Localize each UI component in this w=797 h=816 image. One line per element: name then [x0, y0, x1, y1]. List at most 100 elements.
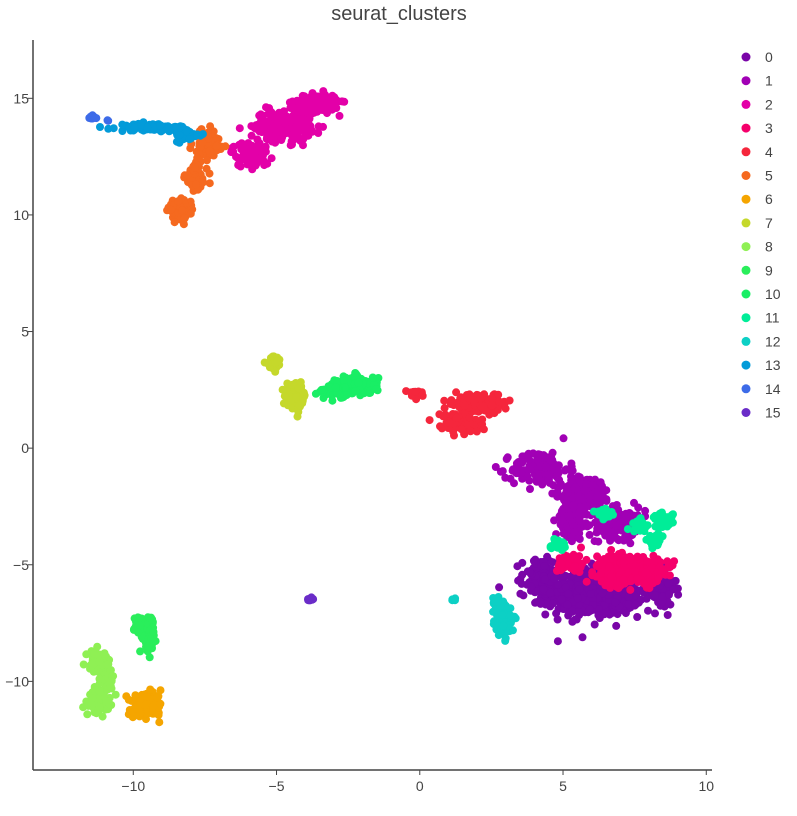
legend-item-15[interactable]: 15 [741, 405, 781, 421]
legend-item-5[interactable]: 5 [741, 168, 774, 184]
point-cluster-5 [178, 206, 187, 215]
point-cluster-1 [559, 434, 568, 443]
point-cluster-8 [108, 672, 117, 681]
point-cluster-13 [198, 130, 207, 139]
point-cluster-6 [124, 695, 133, 704]
legend-marker [741, 99, 751, 109]
point-cluster-3 [572, 554, 581, 563]
point-cluster-13 [156, 121, 165, 130]
point-cluster-11 [655, 536, 664, 545]
legend-label: 9 [765, 262, 773, 278]
point-cluster-1 [594, 487, 603, 496]
point-cluster-6 [131, 691, 140, 700]
y-tick-label: 10 [13, 207, 29, 223]
legend-item-7[interactable]: 7 [741, 215, 774, 231]
legend-item-2[interactable]: 2 [741, 96, 774, 112]
point-cluster-0 [541, 575, 549, 584]
point-cluster-1 [525, 476, 534, 485]
point-cluster-7 [271, 367, 280, 376]
legend-item-11[interactable]: 11 [741, 310, 780, 326]
point-cluster-4 [452, 388, 461, 397]
point-cluster-5 [170, 218, 179, 227]
point-cluster-2 [257, 154, 265, 162]
point-cluster-2 [335, 111, 344, 120]
point-cluster-13 [185, 135, 194, 144]
legend-item-13[interactable]: 13 [741, 357, 781, 373]
y-tick-label: 15 [13, 90, 29, 106]
point-cluster-1 [586, 499, 595, 507]
point-cluster-11 [550, 541, 559, 550]
point-cluster-8 [83, 710, 92, 719]
point-cluster-13 [143, 123, 152, 132]
legend-item-1[interactable]: 1 [741, 73, 774, 89]
point-cluster-4 [494, 390, 503, 399]
point-cluster-0 [553, 637, 562, 646]
point-cluster-2 [314, 122, 323, 131]
point-cluster-3 [658, 565, 667, 574]
point-cluster-8 [93, 642, 102, 651]
point-cluster-1 [557, 507, 566, 516]
legend-marker [741, 289, 751, 299]
point-cluster-2 [236, 162, 245, 171]
point-cluster-0 [564, 589, 573, 598]
legend-item-3[interactable]: 3 [741, 120, 774, 136]
legend-item-10[interactable]: 10 [741, 286, 781, 302]
legend-item-0[interactable]: 0 [741, 49, 774, 65]
point-cluster-10 [331, 383, 340, 392]
point-cluster-11 [557, 546, 566, 554]
legend-marker [741, 313, 751, 323]
point-cluster-0 [529, 556, 538, 565]
point-cluster-12 [494, 597, 502, 606]
legend-marker [741, 265, 751, 275]
point-cluster-3 [605, 562, 614, 571]
point-cluster-10 [333, 377, 342, 385]
point-cluster-1 [553, 488, 562, 496]
point-cluster-7 [280, 392, 289, 401]
legend-item-8[interactable]: 8 [741, 239, 774, 255]
legend-label: 10 [765, 286, 781, 302]
point-cluster-0 [574, 607, 583, 616]
x-tick-label: 0 [416, 778, 424, 794]
x-tick-label: −5 [269, 778, 285, 794]
point-cluster-2 [248, 165, 257, 174]
point-cluster-11 [598, 506, 607, 515]
point-cluster-3 [609, 554, 618, 563]
point-cluster-1 [512, 469, 521, 478]
point-cluster-4 [470, 396, 478, 405]
point-cluster-0 [674, 590, 683, 599]
point-cluster-1 [612, 521, 620, 530]
point-cluster-1 [578, 495, 587, 504]
legend-item-9[interactable]: 9 [741, 262, 774, 278]
point-cluster-2 [314, 129, 323, 137]
legend-item-4[interactable]: 4 [741, 144, 774, 160]
point-cluster-1 [596, 478, 605, 487]
point-cluster-4 [439, 412, 448, 421]
point-cluster-4 [495, 397, 504, 406]
legend-label: 2 [765, 96, 773, 112]
legend-item-14[interactable]: 14 [741, 381, 781, 397]
point-cluster-2 [247, 131, 256, 140]
point-cluster-1 [501, 473, 510, 482]
point-cluster-10 [340, 383, 349, 392]
point-cluster-2 [291, 124, 300, 133]
point-cluster-0 [612, 621, 621, 630]
point-cluster-0 [624, 593, 633, 601]
point-cluster-1 [594, 493, 602, 502]
point-cluster-15 [306, 595, 314, 604]
point-cluster-12 [506, 611, 515, 620]
point-cluster-5 [191, 163, 199, 172]
point-cluster-2 [281, 119, 290, 128]
point-cluster-0 [611, 598, 620, 607]
point-cluster-14 [90, 113, 99, 122]
point-cluster-4 [418, 391, 427, 400]
point-cluster-2 [303, 126, 312, 135]
point-cluster-10 [368, 373, 377, 382]
legend-marker [741, 52, 751, 62]
legend-item-12[interactable]: 12 [741, 333, 781, 349]
point-cluster-13 [130, 123, 139, 132]
point-cluster-1 [575, 514, 584, 523]
point-cluster-12 [501, 636, 510, 645]
point-cluster-1 [626, 539, 635, 548]
point-cluster-3 [582, 577, 591, 586]
legend-item-6[interactable]: 6 [741, 191, 774, 207]
